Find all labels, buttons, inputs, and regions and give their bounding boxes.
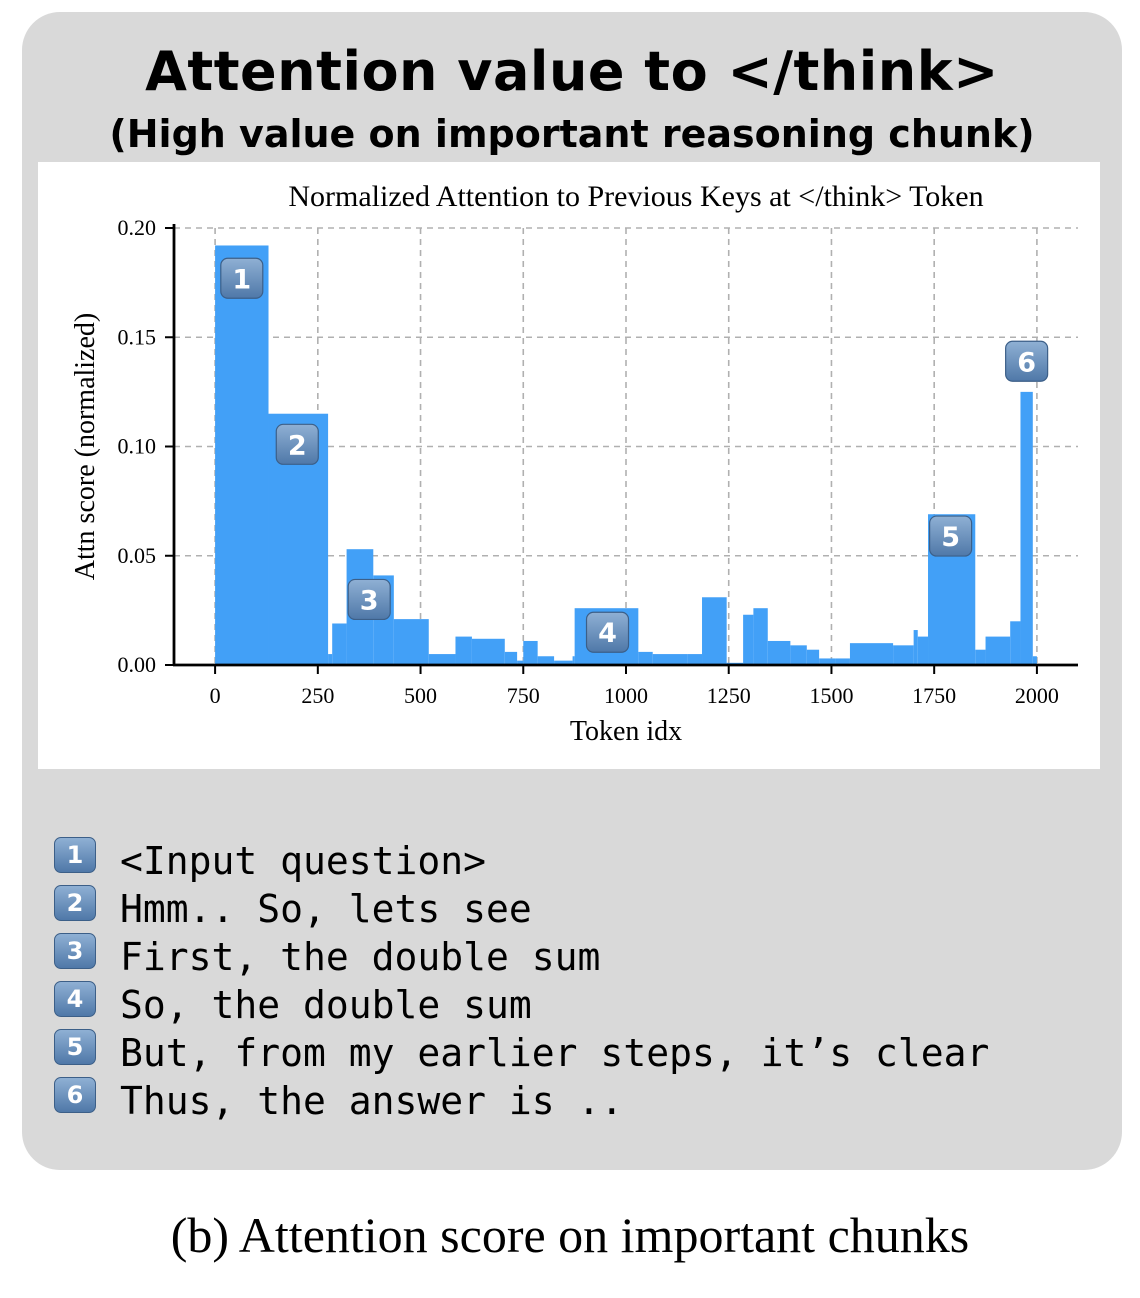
x-tick-label: 1500 bbox=[809, 683, 853, 708]
y-tick-label: 0.20 bbox=[118, 215, 157, 240]
number-badge-icon: 1 bbox=[54, 837, 96, 873]
x-axis-label: Token idx bbox=[570, 716, 682, 747]
number-badge-icon bbox=[585, 611, 630, 653]
chart-bar bbox=[975, 649, 986, 665]
chart-bar bbox=[985, 636, 1011, 665]
chart-bar bbox=[790, 645, 807, 665]
figure-caption: (b) Attention score on important chunks bbox=[170, 1207, 970, 1263]
chart-bar bbox=[893, 645, 914, 665]
number-badge-icon bbox=[275, 423, 319, 465]
chart-bar bbox=[806, 649, 820, 665]
chart-bar bbox=[767, 640, 791, 665]
chart-bar bbox=[743, 614, 754, 665]
x-tick-label: 0 bbox=[210, 683, 221, 708]
marker-label: 4 bbox=[598, 618, 617, 649]
number-badge-icon: 4 bbox=[54, 981, 96, 1017]
chart-bar bbox=[702, 597, 727, 665]
chunk-legend: 1 <Input question> 2 Hmm.. So, lets see … bbox=[54, 837, 1114, 1125]
chart-title: Normalized Attention to Previous Keys at… bbox=[288, 180, 983, 213]
chart-bar bbox=[652, 654, 688, 665]
x-tick-label: 500 bbox=[404, 683, 437, 708]
y-axis-label: Attn score (normalized) bbox=[70, 313, 101, 580]
number-badge-icon: 2 bbox=[54, 885, 96, 921]
chart-bar bbox=[1020, 391, 1033, 665]
marker-label: 3 bbox=[360, 585, 379, 616]
chart-bar bbox=[1010, 621, 1021, 665]
legend-item-text: Hmm.. So, lets see bbox=[120, 887, 532, 931]
y-tick-label: 0.05 bbox=[118, 543, 157, 568]
chart-bar bbox=[517, 660, 524, 665]
chart-bar bbox=[471, 638, 505, 665]
x-tick-label: 250 bbox=[301, 683, 334, 708]
number-badge-icon bbox=[347, 578, 391, 621]
chart-bar bbox=[523, 640, 538, 665]
y-tick-label: 0.10 bbox=[118, 434, 157, 459]
legend-item-text: So, the double sum bbox=[120, 983, 532, 1027]
legend-item-text: <Input question> bbox=[120, 839, 487, 883]
legend-item: 3 First, the double sum bbox=[54, 933, 1114, 981]
chart-bar bbox=[393, 619, 429, 665]
chart-bar bbox=[1032, 656, 1037, 665]
legend-item: 2 Hmm.. So, lets see bbox=[54, 885, 1114, 933]
chart-bar bbox=[328, 654, 333, 665]
chart-bar bbox=[215, 245, 269, 665]
y-tick-label: 0.00 bbox=[118, 652, 157, 677]
number-badge-icon: 3 bbox=[54, 933, 96, 969]
legend-item-text: First, the double sum bbox=[120, 935, 601, 979]
number-badge-icon bbox=[220, 257, 264, 299]
chart-bar bbox=[554, 660, 573, 665]
marker-label: 5 bbox=[941, 522, 960, 553]
legend-item: 5 But, from my earlier steps, it’s clear bbox=[54, 1029, 1114, 1077]
chart-bar bbox=[913, 630, 918, 665]
figure-panel: Attention value to </think> (High value … bbox=[22, 12, 1122, 1170]
chart-bar bbox=[504, 651, 518, 665]
chart-bar bbox=[917, 636, 929, 665]
chart-bar bbox=[332, 623, 347, 665]
y-tick-label: 0.15 bbox=[118, 324, 157, 349]
panel-subtitle: (High value on important reasoning chunk… bbox=[109, 112, 1035, 156]
chart-bar bbox=[753, 608, 768, 665]
chart-bar bbox=[687, 654, 703, 665]
x-tick-label: 1250 bbox=[707, 683, 751, 708]
x-tick-label: 2000 bbox=[1015, 683, 1059, 708]
number-badge-icon: 5 bbox=[54, 1029, 96, 1065]
chart-bar bbox=[638, 651, 653, 665]
attention-chart: 0 250 500 750 1000 1250 1500 1750 2000 0.00 0.05 0.… bbox=[70, 180, 1078, 747]
x-tick-label: 750 bbox=[507, 683, 540, 708]
legend-item: 6 Thus, the answer is .. bbox=[54, 1077, 1114, 1125]
legend-item: 1 <Input question> bbox=[54, 837, 1114, 885]
chart-bar bbox=[819, 658, 836, 665]
chart-area: 0 250 500 750 1000 1250 1500 1750 2000 0.00 0.05 0.… bbox=[38, 162, 1100, 769]
legend-item-text: But, from my earlier steps, it’s clear bbox=[120, 1031, 990, 1075]
x-tick-label: 1000 bbox=[604, 683, 648, 708]
chart-bar bbox=[572, 656, 575, 665]
chart-bar bbox=[537, 656, 555, 665]
marker-label: 1 bbox=[232, 264, 251, 295]
legend-item: 4 So, the double sum bbox=[54, 981, 1114, 1029]
x-tick-label: 1750 bbox=[912, 683, 956, 708]
chart-bar bbox=[455, 636, 472, 665]
number-badge-icon bbox=[1005, 340, 1049, 382]
number-badge-icon bbox=[929, 515, 973, 557]
chart-bar bbox=[428, 654, 456, 665]
chart-bar bbox=[849, 643, 894, 665]
legend-item-text: Thus, the answer is .. bbox=[120, 1079, 624, 1123]
marker-label: 2 bbox=[288, 430, 307, 461]
chart-bar bbox=[835, 658, 850, 665]
number-badge-icon: 6 bbox=[54, 1077, 96, 1113]
marker-label: 6 bbox=[1017, 347, 1036, 378]
panel-title: Attention value to </think> bbox=[145, 40, 999, 103]
